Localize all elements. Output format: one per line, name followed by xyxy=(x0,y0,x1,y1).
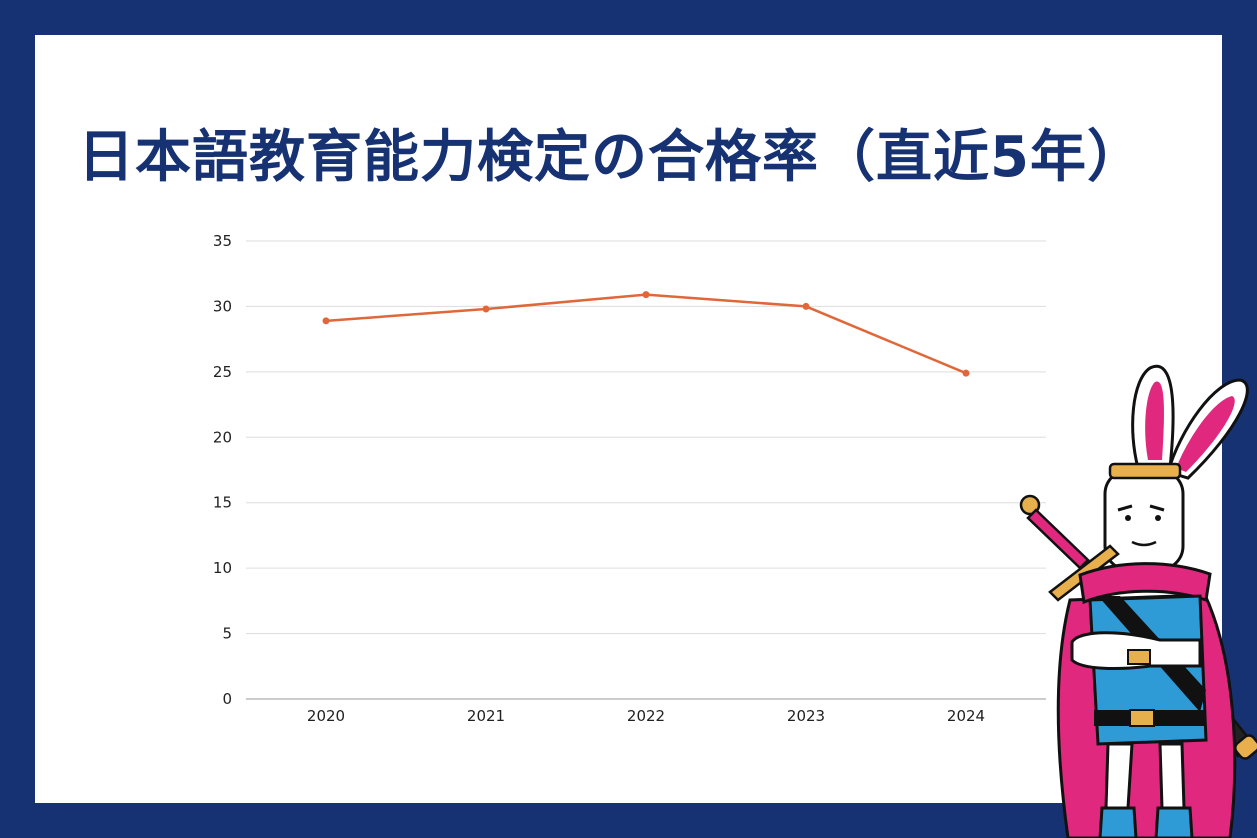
y-gridlines xyxy=(246,240,1046,700)
y-tick-label: 35 xyxy=(213,232,232,250)
y-axis-ticks: 0 5 10 15 20 25 30 35 xyxy=(213,232,232,708)
y-tick-label: 30 xyxy=(213,297,232,315)
data-point-2021 xyxy=(482,305,490,313)
page-title: 日本語教育能力検定の合格率（直近5年） xyxy=(78,125,1144,190)
data-point-2024 xyxy=(962,369,970,377)
x-tick-label: 2023 xyxy=(787,707,825,725)
series-group xyxy=(322,291,970,377)
y-tick-label: 10 xyxy=(213,559,232,577)
x-tick-label: 2024 xyxy=(947,707,985,725)
data-point-2022 xyxy=(642,291,650,299)
x-axis-ticks: 2020 2021 2022 2023 2024 xyxy=(307,707,985,725)
y-tick-label: 15 xyxy=(213,494,232,512)
y-tick-label: 20 xyxy=(213,428,232,446)
data-point-2023 xyxy=(802,302,810,310)
data-point-2020 xyxy=(322,317,330,325)
y-tick-label: 25 xyxy=(213,363,232,381)
chart-card xyxy=(35,35,1222,803)
x-tick-label: 2021 xyxy=(467,707,505,725)
y-tick-label: 5 xyxy=(222,625,232,643)
y-tick-label: 0 xyxy=(222,690,232,708)
rabbit-knight-mascot-icon xyxy=(1019,364,1257,838)
x-tick-label: 2020 xyxy=(307,707,345,725)
x-tick-label: 2022 xyxy=(627,707,665,725)
